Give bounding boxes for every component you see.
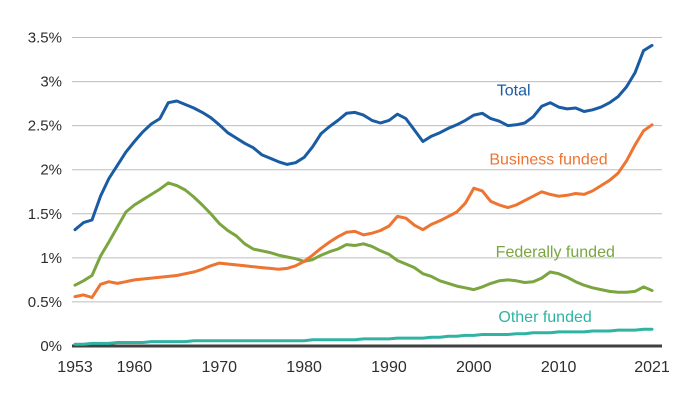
y-axis-tick-label: 3% (40, 74, 62, 91)
x-axis-tick-label: 2000 (456, 359, 492, 376)
federally-funded-label: Federally funded (496, 244, 615, 261)
business-funded-label: Business funded (489, 151, 607, 168)
x-axis-tick-label: 1953 (57, 359, 93, 376)
x-axis-tick-label: 1960 (117, 359, 153, 376)
other-funded-label: Other funded (498, 309, 591, 326)
federally-funded-line (73, 181, 654, 294)
y-axis-tick-label: 1% (40, 250, 62, 267)
business-funded-line (73, 123, 654, 299)
other-funded-line (73, 327, 654, 346)
x-axis-tick-label: 1980 (286, 359, 322, 376)
x-axis-tick-label: 1970 (201, 359, 237, 376)
y-axis-tick-label: 3.5% (28, 30, 62, 47)
x-axis-tick-label: 2021 (634, 359, 670, 376)
y-axis-tick-label: 2.5% (28, 118, 62, 135)
x-axis-tick-label: 2010 (541, 359, 577, 376)
y-axis-tick-label: 2% (40, 162, 62, 179)
x-axis-tick-label: 1990 (371, 359, 407, 376)
y-axis-tick-label: 1.5% (28, 206, 62, 223)
total-line (73, 43, 654, 232)
y-axis-tick-label: 0.5% (28, 294, 62, 311)
y-axis-tick-label: 0% (40, 338, 62, 355)
total-label: Total (497, 83, 531, 100)
